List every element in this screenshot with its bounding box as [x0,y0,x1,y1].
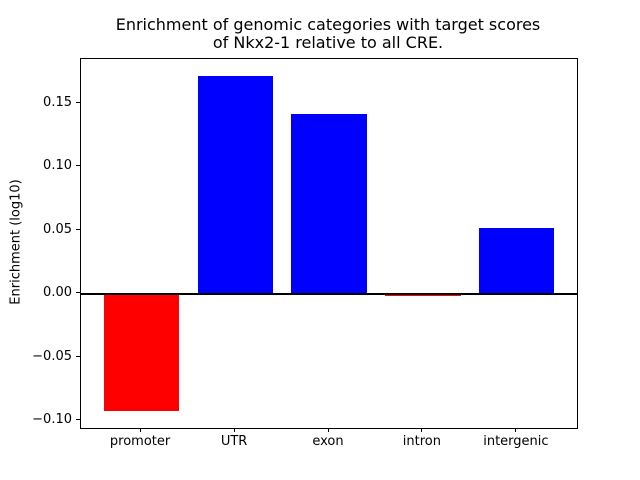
bar-intron [385,293,461,297]
x-tick-label-intergenic: intergenic [483,434,549,449]
x-tick-mark [233,428,235,432]
y-tick-mark [76,228,80,230]
chart-title-line-2: of Nkx2-1 relative to all CRE. [212,33,444,52]
x-tick-mark [327,428,329,432]
bar-intergenic [479,227,555,294]
x-tick-mark [515,428,517,432]
chart-title-line-1: Enrichment of genomic categories with ta… [115,15,541,34]
y-tick-mark [76,292,80,294]
x-tick-label-UTR: UTR [220,434,248,449]
x-tick-label-promoter: promoter [109,434,171,449]
chart-title: Enrichment of genomic categories with ta… [80,16,576,52]
bar-exon [291,113,367,294]
x-tick-label-exon: exon [312,434,344,449]
y-tick-label: 0.00 [43,285,72,301]
bar-UTR [197,75,273,294]
x-tick-mark [421,428,423,432]
x-tick-mark [139,428,141,432]
zero-baseline [81,292,577,295]
y-tick-mark [76,355,80,357]
y-tick-label: 0.10 [43,158,72,174]
y-tick-label: 0.15 [43,94,72,110]
y-tick-mark [76,165,80,167]
y-tick-label: 0.05 [43,221,72,237]
plot-area [80,58,578,429]
y-tick-mark [76,418,80,420]
y-tick-mark [76,101,80,103]
y-tick-label: −0.10 [32,411,72,427]
bar-promoter [103,293,179,412]
y-tick-label: −0.05 [32,348,72,364]
x-tick-label-intron: intron [402,434,441,449]
